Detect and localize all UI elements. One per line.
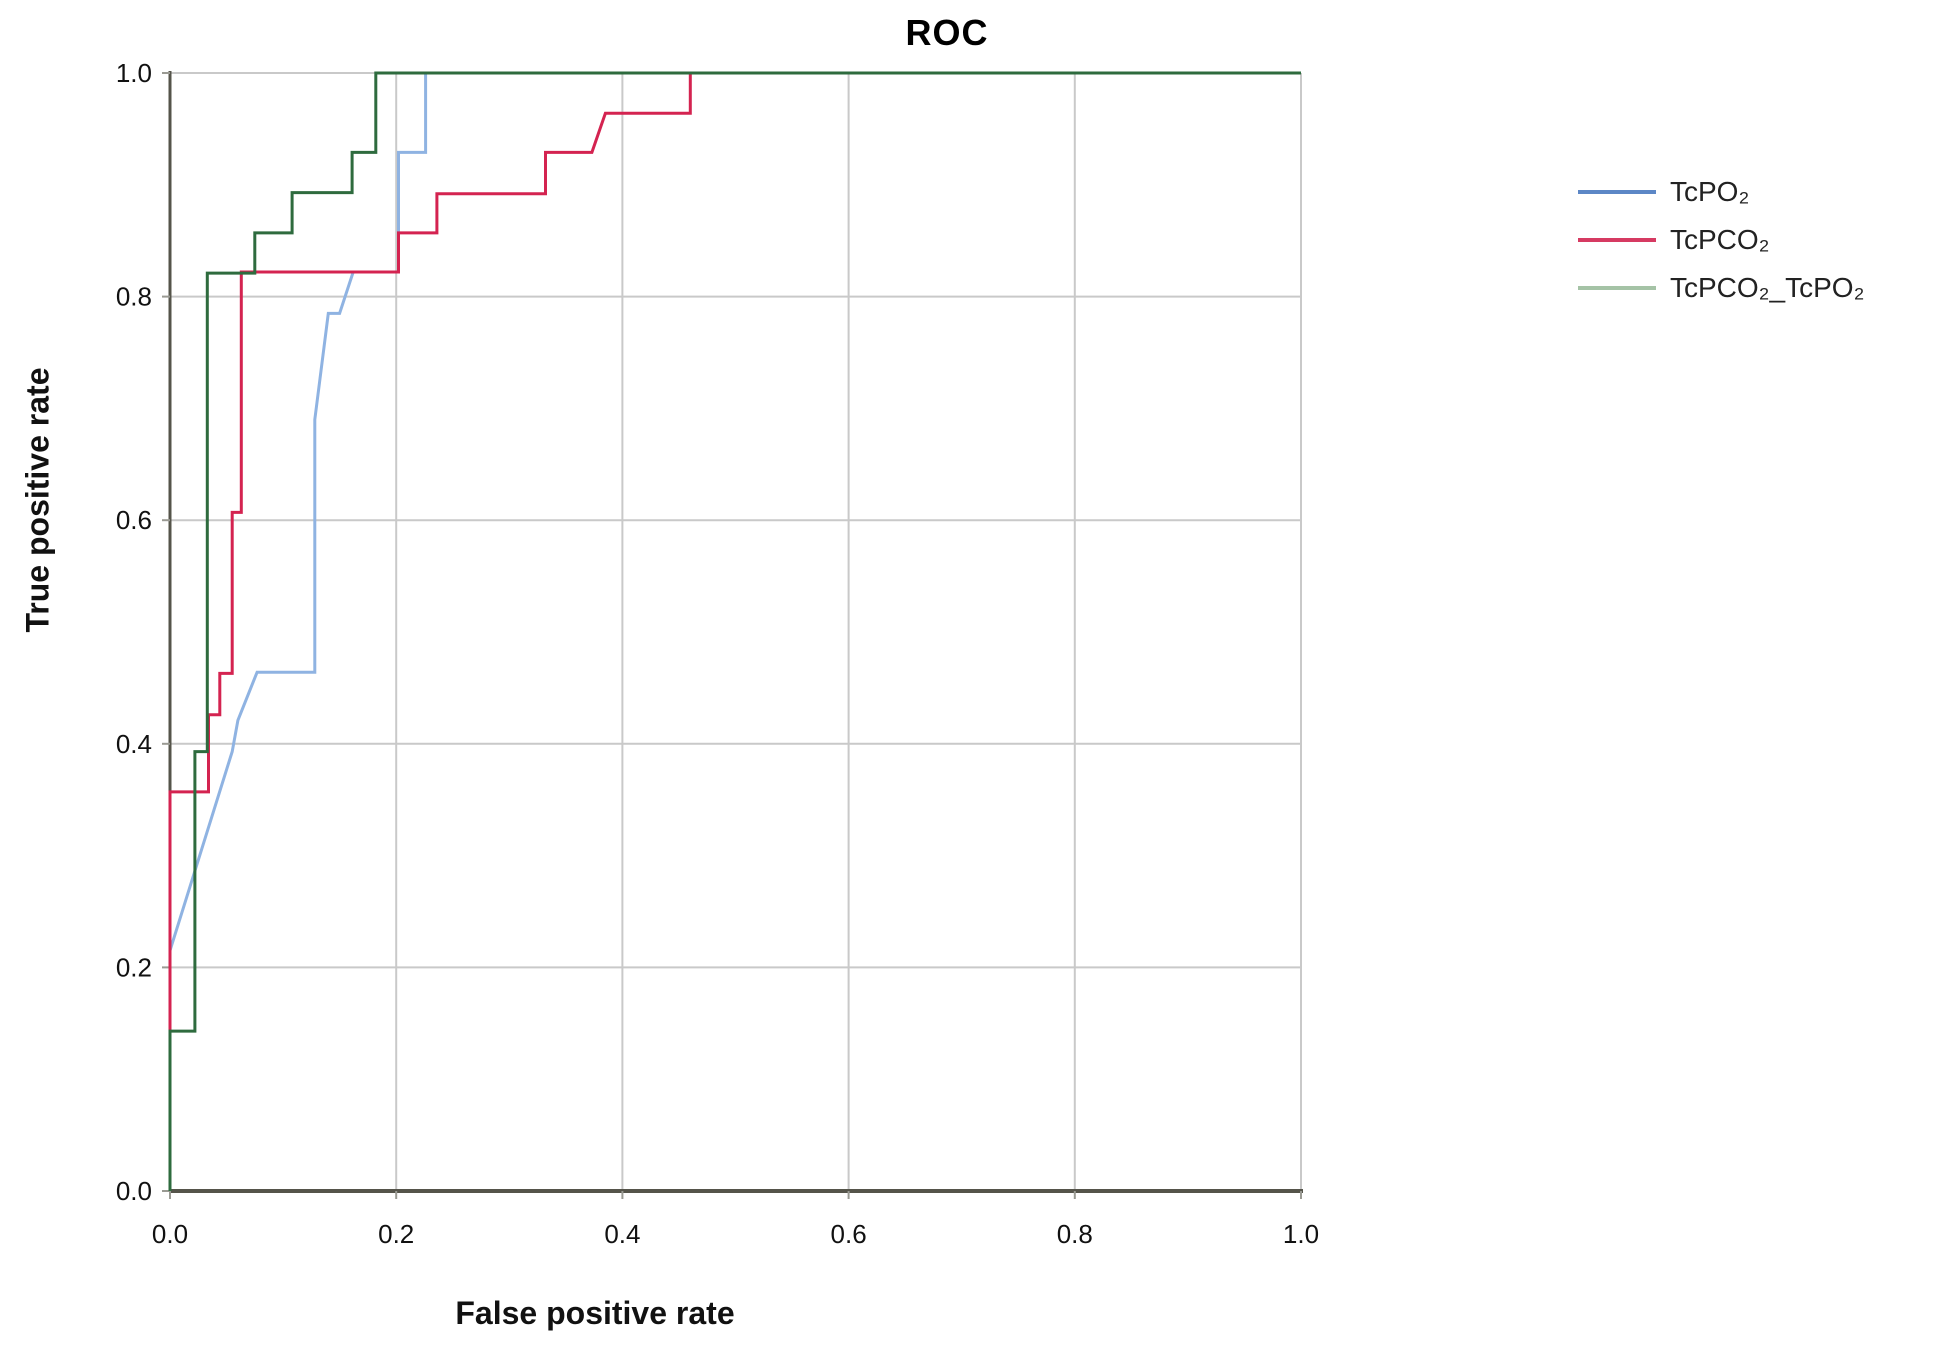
x-tick-label: 0.4 xyxy=(604,1219,640,1249)
legend-item-tcpo2: TcPO₂ xyxy=(1578,168,1864,216)
roc-curves xyxy=(168,71,1301,1191)
y-tick-label: 0.0 xyxy=(116,1176,152,1206)
curve-tcpco2 xyxy=(168,71,1301,1191)
y-tick-label: 0.2 xyxy=(116,952,152,982)
x-tick-label: 0.0 xyxy=(152,1219,188,1249)
y-axis-title: True positive rate xyxy=(19,367,56,633)
legend: TcPO₂ TcPCO₂ TcPCO₂_TcPO₂ xyxy=(1578,168,1864,312)
legend-line-swatch-tcpo2 xyxy=(1578,190,1656,194)
y-tick-label: 1.0 xyxy=(116,58,152,88)
legend-line-swatch-tcpco2-tcpo2 xyxy=(1578,286,1656,290)
x-tick-label: 0.8 xyxy=(1057,1219,1093,1249)
legend-item-tcpco2-tcpo2: TcPCO₂_TcPO₂ xyxy=(1578,264,1864,312)
y-tick-label: 0.8 xyxy=(116,282,152,312)
legend-label-tcpo2: TcPO₂ xyxy=(1670,176,1750,207)
tick-labels: 0.0 0.2 0.4 0.6 0.8 1.0 0.0 0.2 0.4 0.6 0.8 1.0 xyxy=(116,58,1319,1249)
x-tick-label: 1.0 xyxy=(1283,1219,1319,1249)
legend-label-tcpco2-tcpo2: TcPCO₂_TcPO₂ xyxy=(1670,272,1865,303)
curve-tcpco2-tcpo2 xyxy=(168,71,1301,1191)
x-tick-label: 0.6 xyxy=(831,1219,867,1249)
gridlines xyxy=(170,72,1302,1191)
x-axis-title: False positive rate xyxy=(455,1295,735,1331)
legend-item-tcpco2: TcPCO₂ xyxy=(1578,216,1864,264)
axes xyxy=(162,71,1303,1199)
y-tick-label: 0.4 xyxy=(116,729,152,759)
y-tick-label: 0.6 xyxy=(116,505,152,535)
x-tick-label: 0.2 xyxy=(378,1219,414,1249)
legend-line-swatch-tcpco2 xyxy=(1578,238,1656,242)
curve-tcpo2 xyxy=(168,71,1301,1191)
legend-label-tcpco2: TcPCO₂ xyxy=(1670,224,1770,255)
chart-title: ROC xyxy=(905,12,989,53)
